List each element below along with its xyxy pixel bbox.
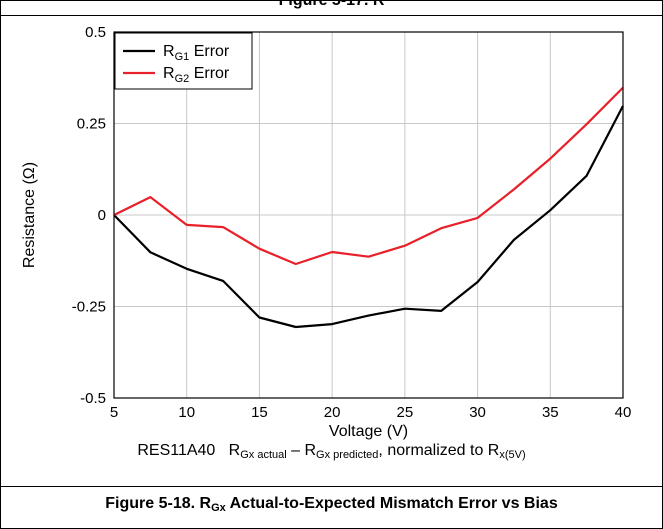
previous-figure-caption: Figure 5-17. R [1,1,662,10]
y-tick-label: 0.25 [77,116,106,133]
plot-area-border [113,31,624,399]
y-tick-label: -0.5 [80,390,106,407]
chart-note: RES11A40 RGx actual – RGx predicted, nor… [1,442,662,461]
note-normalized: , normalized to R [378,442,500,459]
y-axis-label: Resistance (Ω) [21,162,38,268]
x-tick-label: 20 [324,404,341,421]
y-tick-label: 0.5 [85,24,106,41]
x-tick-label: 30 [469,404,486,421]
x-axis-ticks: 5 10 15 20 25 30 35 40 [110,404,632,421]
series-line-g2 [113,86,624,266]
x-tick-label: 35 [542,404,559,421]
note-r1: R [228,442,241,459]
y-axis-ticks: 0.5 0.25 0 -0.25 -0.5 [72,24,106,407]
y-tick-label: 0 [98,207,106,224]
chart: 5 10 15 20 25 30 35 40 0.5 0.25 0 -0.25 -0.5 Voltag… [21,24,632,440]
x-tick-label: 5 [110,404,118,421]
y-tick-label: -0.25 [72,299,106,316]
series-line-g1 [113,105,624,329]
figure-title-prefix: Figure 5-18. R [105,495,212,512]
series-lines [113,86,624,329]
figure-title-sub: Gx [211,502,226,514]
note-device: RES11A40 [137,442,216,459]
x-tick-label: 15 [251,404,268,421]
legend-box [114,32,253,90]
figure-title-suffix: Actual-to-Expected Mismatch Error vs Bia… [225,495,558,512]
previous-figure-caption-strip: Figure 5-17. R [1,1,662,16]
x-axis-label: Voltage (V) [329,423,408,440]
figure-title: Figure 5-18. RGx Actual-to-Expected Mism… [1,486,662,528]
note-sub-x5v: x(5V) [499,449,526,461]
note-sub-actual: Gx actual [240,449,287,461]
note-sub-predicted: Gx predicted [316,449,379,461]
legend-entry-g1: RG1 Error [163,43,230,63]
note-minus: – R [286,442,317,459]
x-tick-label: 25 [397,404,414,421]
x-tick-label: 40 [615,404,632,421]
x-tick-label: 10 [178,404,195,421]
legend-entry-g2: RG2 Error [163,65,230,85]
